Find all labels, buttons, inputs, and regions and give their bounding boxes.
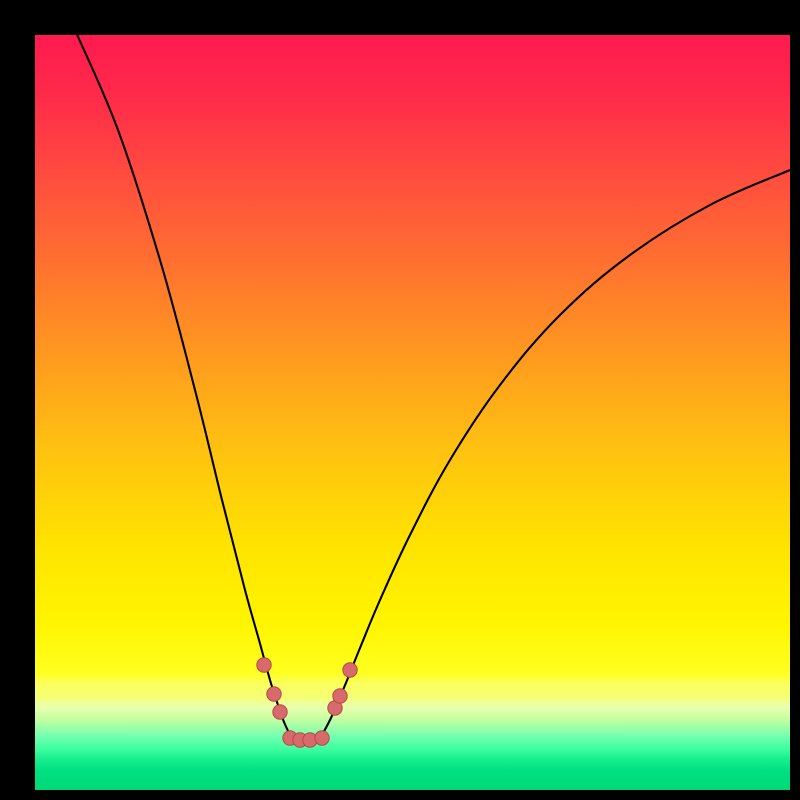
marker-point — [315, 731, 329, 745]
curve-left-branch — [75, 30, 290, 735]
frame-border-right — [790, 0, 800, 800]
watermark-text: TheBottleneck.com — [612, 6, 788, 30]
marker-point — [328, 701, 342, 715]
marker-point — [333, 689, 347, 703]
marker-point — [293, 733, 307, 747]
marker-point — [257, 658, 271, 672]
marker-point — [267, 687, 281, 701]
curve-right-branch — [322, 170, 790, 735]
marker-point — [343, 663, 357, 677]
marker-point — [283, 731, 297, 745]
frame-border-left — [0, 0, 35, 800]
curve-valley-floor — [287, 735, 325, 741]
marker-point — [303, 733, 317, 747]
data-markers — [257, 658, 357, 747]
frame-border-bottom — [0, 790, 800, 800]
chart-svg — [0, 0, 800, 800]
marker-point — [273, 705, 287, 719]
gradient-background — [35, 35, 790, 790]
